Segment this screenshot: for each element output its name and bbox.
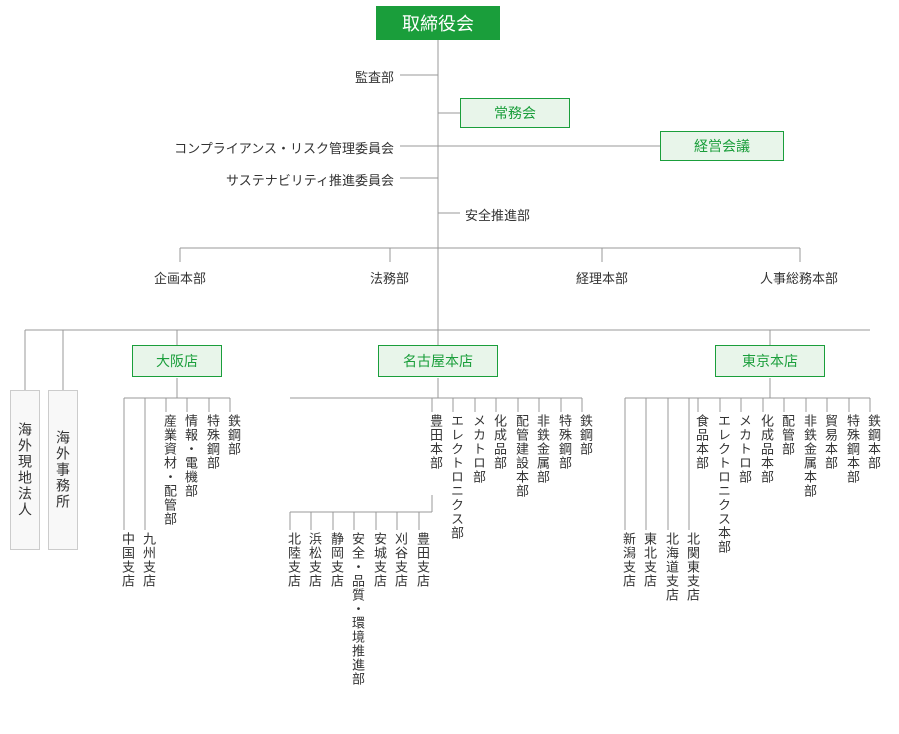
audit-dept: 監査部: [355, 67, 394, 86]
nagoya-dept: 豊田本部: [426, 414, 445, 470]
toyota-sub: 豊田支店: [413, 532, 432, 588]
nagoya-dept: エレクトロニクス部: [447, 414, 466, 540]
tokyo-branch: 北海道支店: [662, 532, 681, 602]
tokyo-dept: 鉄鋼本部: [864, 414, 883, 470]
tokyo-dept: 化成品本部: [757, 414, 776, 484]
osaka-branch: 九州支店: [139, 532, 158, 588]
tokyo-dept: 貿易本部: [821, 414, 840, 470]
toyota-sub: 浜松支店: [305, 532, 324, 588]
toyota-sub: 静岡支店: [327, 532, 346, 588]
osaka-dept: 鉄鋼部: [224, 414, 243, 456]
toyota-sub: 安城支店: [370, 532, 389, 588]
safety-dept: 安全推進部: [465, 205, 530, 224]
tokyo-dept: 非鉄金属本部: [800, 414, 819, 498]
hq-planning: 企画本部: [154, 268, 206, 287]
nagoya-dept: 配管建設本部: [512, 414, 531, 498]
osaka-dept: 産業資材・配管部: [160, 414, 179, 526]
hq-legal: 法務部: [370, 268, 409, 287]
tokyo-branch: 東北支店: [640, 532, 659, 588]
org-chart: 取締役会 監査部 コンプライアンス・リスク管理委員会 サステナビリティ推進委員会…: [0, 0, 899, 734]
osaka-dept: 特殊鋼部: [203, 414, 222, 470]
tokyo-dept: 食品本部: [692, 414, 711, 470]
hq-hr: 人事総務本部: [760, 268, 838, 287]
toyota-sub: 北陸支店: [284, 532, 303, 588]
nagoya-dept: 鉄鋼部: [576, 414, 595, 456]
nagoya-store: 名古屋本店: [378, 345, 498, 377]
overseas-subsidiary: 海外現地法人: [10, 390, 40, 550]
tokyo-branch: 新潟支店: [619, 532, 638, 588]
hq-accounting: 経理本部: [576, 268, 628, 287]
toyota-sub: 安全・品質・環境推進部: [348, 532, 367, 686]
osaka-dept: 情報・電機部: [181, 414, 200, 498]
tokyo-store: 東京本店: [715, 345, 825, 377]
joumukai-box: 常務会: [460, 98, 570, 128]
tokyo-dept: エレクトロニクス本部: [714, 414, 733, 554]
toyota-sub: 刈谷支店: [391, 532, 410, 588]
nagoya-dept: 非鉄金属部: [533, 414, 552, 484]
osaka-store: 大阪店: [132, 345, 222, 377]
nagoya-dept: メカトロ部: [469, 414, 488, 484]
sustainability-committee: サステナビリティ推進委員会: [226, 170, 394, 189]
overseas-office: 海外事務所: [48, 390, 78, 550]
osaka-branch: 中国支店: [118, 532, 137, 588]
tokyo-dept: 配管部: [778, 414, 797, 456]
compliance-committee: コンプライアンス・リスク管理委員会: [174, 138, 394, 157]
tokyo-dept: 特殊鋼本部: [843, 414, 862, 484]
nagoya-dept: 特殊鋼部: [555, 414, 574, 470]
tokyo-dept: メカトロ部: [735, 414, 754, 484]
tokyo-branch: 北関東支店: [683, 532, 702, 602]
keiei-box: 経営会議: [660, 131, 784, 161]
root-box: 取締役会: [376, 6, 500, 40]
nagoya-dept: 化成品部: [490, 414, 509, 470]
